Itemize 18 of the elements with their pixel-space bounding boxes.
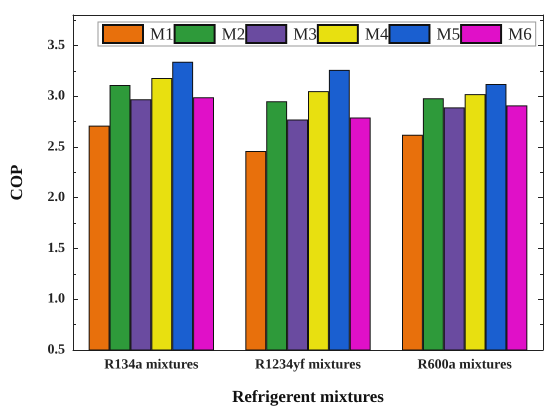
x-tick-label: R1234yf mixtures: [255, 358, 362, 372]
legend-label: M5: [436, 24, 460, 44]
y-tick-label: 2.5: [48, 139, 65, 154]
legend-label: M1: [150, 24, 174, 44]
legend-label: M4: [364, 24, 389, 44]
legend-label: M6: [508, 24, 532, 44]
legend-label: M3: [293, 24, 317, 44]
y-tick-label: 1.5: [48, 240, 65, 256]
y-tick-label: 1.0: [48, 292, 65, 307]
legend-label: M2: [222, 24, 246, 44]
y-tick-label: 2.0: [48, 190, 65, 206]
x-tick-label: R600a mixtures: [418, 358, 512, 372]
y-tick-label: 0.5: [48, 342, 65, 358]
y-axis-title: COP: [7, 164, 26, 200]
x-tick-label: R134a mixtures: [104, 358, 199, 372]
y-tick-label: 3.5: [48, 38, 65, 53]
x-axis-title: Refrigerent mixtures: [232, 387, 384, 406]
y-tick-label: 3.0: [48, 88, 65, 104]
